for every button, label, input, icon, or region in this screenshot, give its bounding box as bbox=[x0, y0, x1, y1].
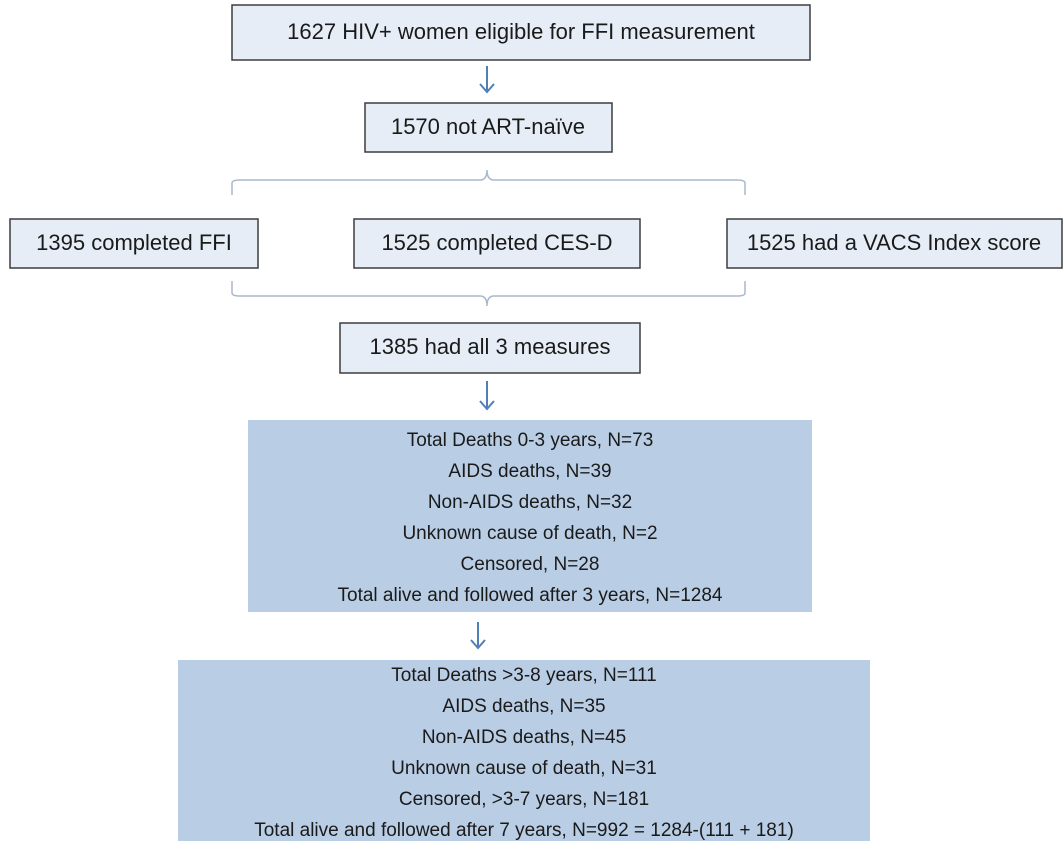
summary-box bbox=[178, 660, 870, 841]
summary-line: Total Deaths >3-8 years, N=111 bbox=[391, 665, 656, 686]
summary-line: Unknown cause of death, N=2 bbox=[402, 523, 657, 544]
summary-line: Censored, >3-7 years, N=181 bbox=[399, 789, 649, 810]
brace bbox=[231, 169, 746, 195]
summary-line: Non-AIDS deaths, N=32 bbox=[428, 492, 632, 513]
summary-line: AIDS deaths, N=39 bbox=[448, 461, 611, 482]
summary-line: Unknown cause of death, N=31 bbox=[391, 758, 657, 779]
node-label: 1525 completed CES-D bbox=[381, 230, 612, 255]
node-label: 1627 HIV+ women eligible for FFI measure… bbox=[287, 19, 755, 44]
node-label: 1395 completed FFI bbox=[36, 230, 232, 255]
summary-text: Total Deaths 0-3 years, N=73 AIDS deaths,… bbox=[338, 430, 723, 606]
arrow bbox=[479, 66, 495, 94]
node-box bbox=[339, 322, 641, 374]
summary-line: Non-AIDS deaths, N=45 bbox=[422, 727, 626, 748]
summary-line: AIDS deaths, N=35 bbox=[442, 696, 605, 717]
summary-line: Total alive and followed after 7 years, … bbox=[254, 820, 794, 841]
summary-box bbox=[248, 420, 812, 612]
node-box bbox=[364, 102, 613, 153]
brace bbox=[231, 281, 746, 307]
node-box bbox=[9, 218, 259, 269]
node-label: 1525 had a VACS Index score bbox=[747, 230, 1041, 255]
summary-line: Total alive and followed after 3 years, … bbox=[338, 585, 723, 606]
arrow bbox=[470, 622, 486, 650]
summary-text: Total Deaths >3-8 years, N=111 AIDS death… bbox=[254, 665, 794, 841]
node-label: 1570 not ART-naïve bbox=[391, 114, 585, 139]
summary-line: Censored, N=28 bbox=[461, 554, 600, 575]
node-box bbox=[726, 218, 1063, 269]
node-box bbox=[353, 218, 641, 269]
arrow bbox=[479, 381, 495, 411]
node-label: 1385 had all 3 measures bbox=[370, 334, 611, 359]
node-box bbox=[231, 4, 811, 61]
summary-line: Total Deaths 0-3 years, N=73 bbox=[407, 430, 654, 451]
